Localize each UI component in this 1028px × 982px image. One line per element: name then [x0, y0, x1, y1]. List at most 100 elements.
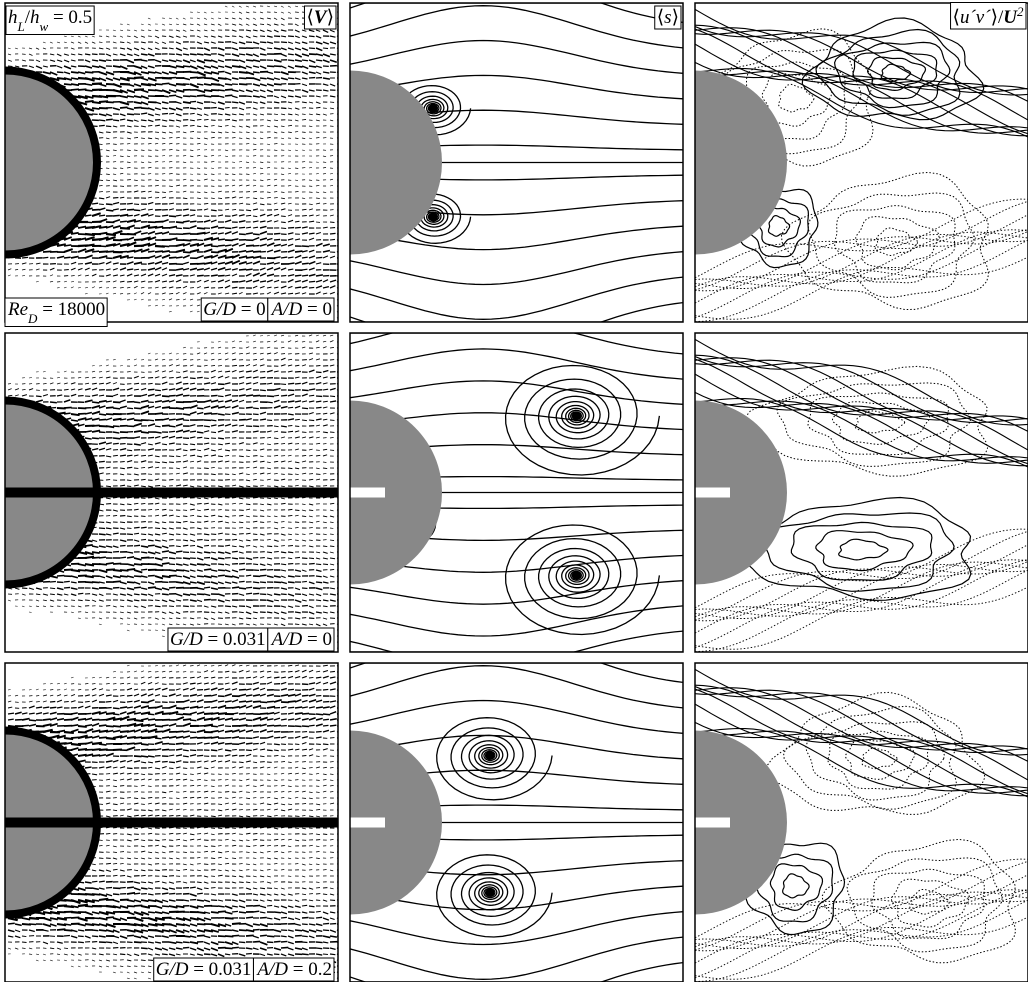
- vector: [99, 125, 105, 126]
- vector: [295, 419, 300, 420]
- vector: [183, 395, 190, 396]
- vector: [232, 365, 237, 366]
- vector: [106, 552, 112, 553]
- vector: [64, 413, 71, 414]
- vector: [183, 516, 187, 517]
- vector: [302, 215, 307, 216]
- vector: [71, 72, 79, 73]
- vector: [190, 431, 196, 432]
- vector: [281, 564, 286, 565]
- vector: [225, 95, 232, 96]
- vector: [106, 132, 111, 133]
- vector: [120, 42, 124, 43]
- vector: [141, 516, 145, 517]
- vector: [316, 60, 322, 61]
- vector: [183, 233, 191, 234]
- vector: [267, 402, 273, 403]
- vector: [232, 539, 237, 540]
- vector: [50, 402, 57, 403]
- vector: [162, 462, 167, 463]
- vector: [162, 215, 168, 216]
- vector: [134, 576, 141, 577]
- vector: [274, 461, 278, 462]
- vector: [120, 600, 124, 601]
- vector: [239, 588, 246, 589]
- vector: [239, 515, 243, 516]
- vector: [260, 419, 266, 420]
- vector: [85, 438, 92, 439]
- vector: [120, 455, 126, 456]
- vector: [281, 108, 286, 109]
- vector: [127, 413, 135, 414]
- vector: [141, 60, 147, 61]
- vector: [43, 707, 49, 708]
- vector: [176, 534, 180, 535]
- vector: [260, 569, 266, 570]
- vector: [302, 581, 307, 582]
- vector: [330, 239, 335, 240]
- vector: [190, 120, 195, 121]
- vector: [204, 426, 210, 427]
- vector: [309, 48, 315, 49]
- vector: [113, 443, 119, 444]
- figure: hL/hw = 0.5⟨V⟩⟨s⟩⟨u´v´⟩/U2ReD = 18000A/D…: [0, 0, 1028, 982]
- vector: [127, 257, 133, 258]
- vector: [218, 239, 225, 240]
- vector: [134, 408, 141, 409]
- vector: [127, 209, 134, 210]
- vector: [225, 576, 233, 577]
- vector: [253, 395, 260, 396]
- vector: [120, 221, 127, 222]
- vector: [253, 359, 257, 360]
- vector: [302, 263, 309, 264]
- panel: [0, 3, 344, 322]
- vector: [218, 365, 222, 366]
- vector: [316, 257, 322, 258]
- vector: [127, 467, 132, 468]
- vector: [183, 383, 188, 384]
- vector: [162, 425, 170, 426]
- vector: [288, 576, 295, 577]
- vector: [176, 618, 180, 619]
- vector: [148, 509, 152, 510]
- vector: [253, 216, 257, 217]
- vector: [190, 108, 196, 109]
- vector: [99, 461, 105, 462]
- vector: [141, 503, 145, 504]
- vector: [169, 431, 175, 432]
- vector: [197, 275, 204, 276]
- vector: [309, 420, 314, 421]
- vector: [106, 486, 111, 487]
- vector: [120, 522, 125, 523]
- vector: [246, 96, 252, 97]
- vector: [239, 234, 246, 235]
- vector: [323, 48, 328, 49]
- vector: [78, 600, 83, 601]
- vector: [141, 113, 147, 114]
- vector: [288, 293, 293, 294]
- vector: [253, 408, 259, 409]
- vector: [281, 503, 286, 504]
- vector: [162, 251, 170, 252]
- vector: [288, 552, 293, 553]
- vector: [183, 545, 188, 546]
- vector: [141, 120, 147, 121]
- vector: [253, 582, 259, 583]
- vector: [281, 443, 285, 444]
- vector: [204, 545, 209, 546]
- vector: [232, 209, 236, 210]
- vector: [218, 414, 225, 415]
- vector: [113, 120, 119, 121]
- vector: [92, 108, 100, 109]
- vector: [295, 612, 301, 613]
- vector: [99, 215, 105, 216]
- vector: [176, 551, 182, 552]
- vector: [232, 587, 239, 588]
- vector: [316, 582, 322, 583]
- vector: [302, 60, 308, 61]
- vector: [288, 431, 293, 432]
- vector: [246, 245, 254, 246]
- vector: [218, 438, 224, 439]
- vector: [323, 468, 327, 469]
- vector: [253, 534, 257, 535]
